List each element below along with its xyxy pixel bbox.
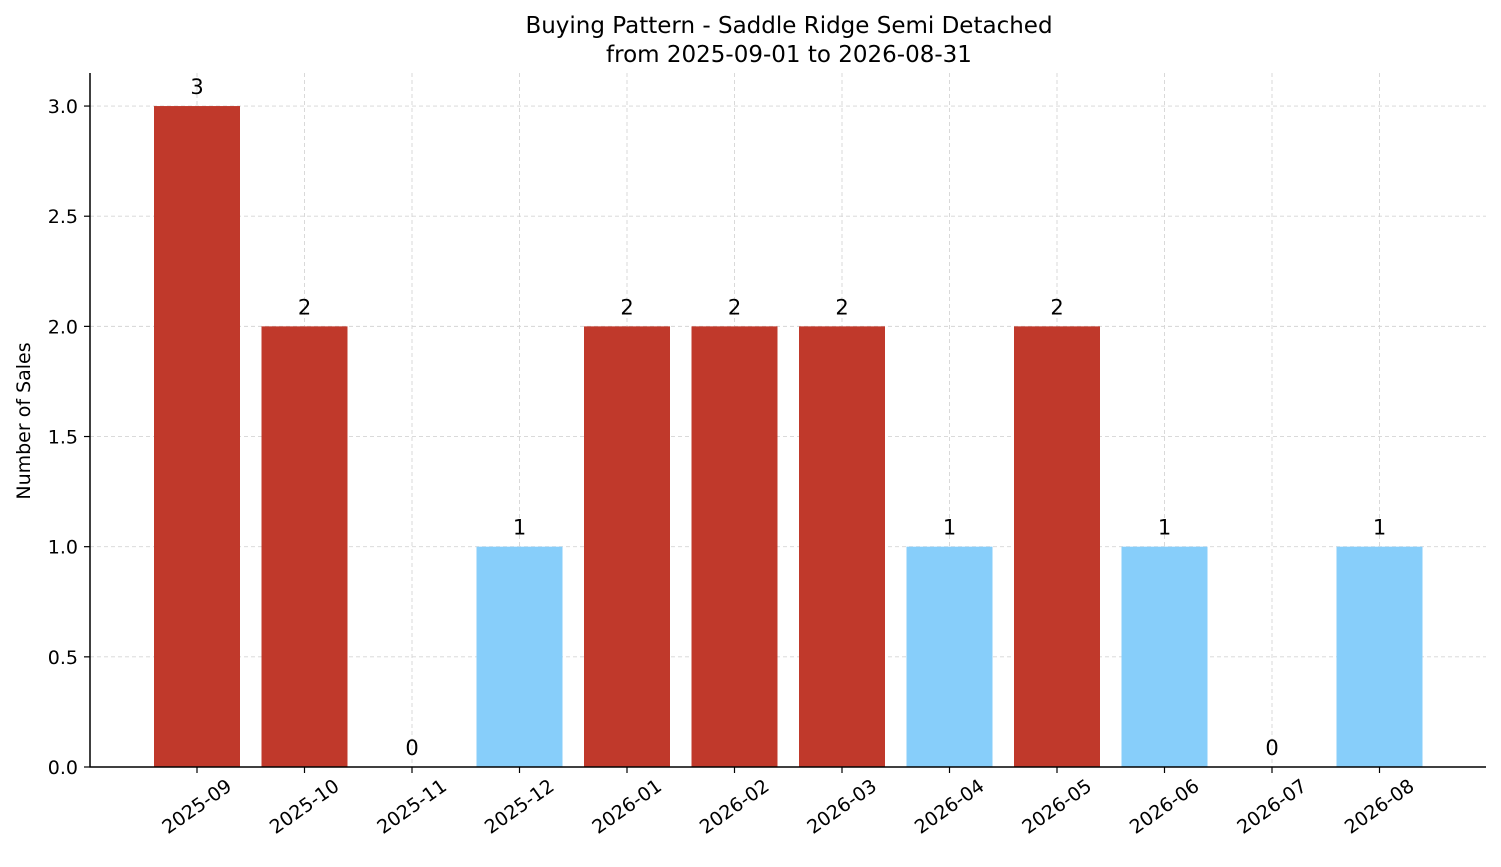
x-tick-label: 2025-09 bbox=[158, 775, 236, 839]
bar bbox=[261, 326, 348, 767]
data-label: 1 bbox=[1373, 516, 1386, 540]
data-label: 1 bbox=[1158, 516, 1171, 540]
bar bbox=[584, 326, 670, 767]
y-tick-label: 0.5 bbox=[48, 647, 78, 669]
x-tick-label: 2025-10 bbox=[266, 775, 344, 839]
x-tick-label: 2026-01 bbox=[588, 775, 666, 839]
data-label: 2 bbox=[298, 295, 311, 319]
bar bbox=[906, 546, 993, 767]
x-tick-label: 2026-05 bbox=[1018, 775, 1096, 839]
y-tick-label: 3.0 bbox=[48, 96, 78, 118]
bar bbox=[476, 546, 563, 767]
y-tick-label: 2.5 bbox=[48, 206, 78, 228]
x-tick-label: 2026-04 bbox=[911, 775, 989, 839]
bar bbox=[799, 326, 885, 767]
data-label: 1 bbox=[513, 516, 526, 540]
bars-layer bbox=[154, 106, 1423, 768]
bar bbox=[1014, 326, 1100, 767]
data-label: 3 bbox=[190, 75, 203, 99]
y-tick-label: 2.0 bbox=[48, 316, 78, 338]
x-tick-label: 2026-02 bbox=[696, 775, 774, 839]
data-labels-layer: 3 2 0 1 2 2 2 1 2 1 0 1 bbox=[190, 75, 1386, 760]
data-label: 1 bbox=[943, 516, 956, 540]
chart-title: Buying Pattern - Saddle Ridge Semi Detac… bbox=[525, 13, 1052, 39]
data-label: 2 bbox=[1050, 295, 1063, 319]
axes-layer bbox=[89, 73, 1486, 768]
x-tick-label: 2026-03 bbox=[803, 775, 881, 839]
x-tick-label: 2025-12 bbox=[481, 775, 559, 839]
x-tick-label: 2025-11 bbox=[373, 775, 451, 839]
y-tick-label: 0.0 bbox=[48, 757, 78, 779]
data-label: 0 bbox=[1265, 736, 1278, 760]
x-tick-label: 2026-08 bbox=[1341, 775, 1419, 839]
chart-subtitle: from 2025-09-01 to 2026-08-31 bbox=[606, 42, 972, 68]
bar bbox=[1336, 546, 1423, 767]
x-tick-label: 2026-06 bbox=[1126, 775, 1204, 839]
y-axis-label: Number of Sales bbox=[13, 342, 35, 499]
y-tick-label: 1.0 bbox=[48, 537, 78, 559]
data-label: 2 bbox=[728, 295, 741, 319]
bar bbox=[154, 106, 240, 768]
y-tick-label: 1.5 bbox=[48, 427, 78, 449]
bar bbox=[691, 326, 778, 767]
x-tick-label: 2026-07 bbox=[1233, 775, 1311, 839]
data-label: 2 bbox=[835, 295, 848, 319]
data-label: 0 bbox=[405, 736, 418, 760]
bar bbox=[1121, 546, 1208, 767]
data-label: 2 bbox=[620, 295, 633, 319]
